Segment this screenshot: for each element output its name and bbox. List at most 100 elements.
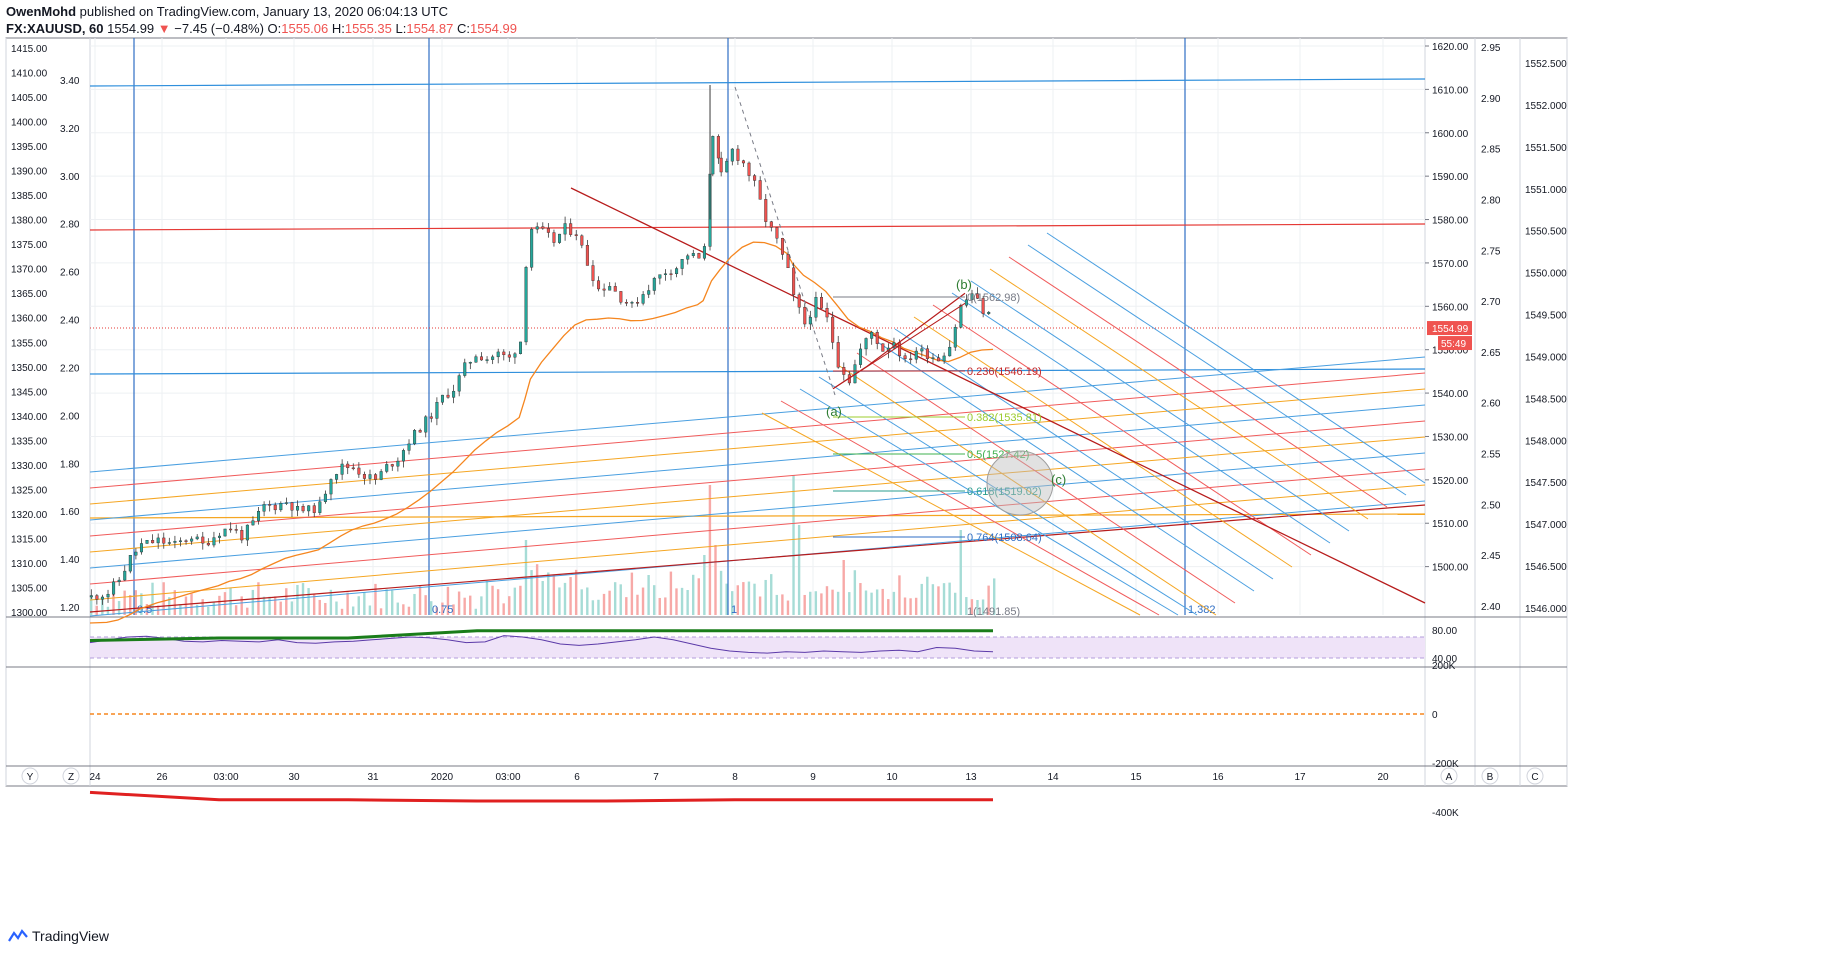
candle-body xyxy=(463,362,467,376)
brand-name[interactable]: TradingView xyxy=(32,928,110,944)
volume-bar xyxy=(613,582,617,615)
candle-body xyxy=(546,228,550,233)
volume-bar xyxy=(636,594,639,615)
volume-bar xyxy=(686,590,689,615)
wave-a-label: (a) xyxy=(826,404,842,419)
scale-button-a[interactable] xyxy=(1440,767,1458,785)
right-mid-tick: 2.80 xyxy=(1481,195,1501,206)
candle-body xyxy=(920,348,924,352)
candle-body xyxy=(608,286,612,291)
candle-body xyxy=(156,537,160,544)
left-inner-tick: 1.80 xyxy=(60,459,80,470)
scale-button-label[interactable]: C xyxy=(1531,772,1538,783)
candle-body xyxy=(513,353,517,358)
volume-bar xyxy=(658,597,661,615)
scale-button-label[interactable]: A xyxy=(1446,772,1453,783)
volume-bar xyxy=(909,598,912,615)
published-text: published on TradingView.com, January 13… xyxy=(79,4,449,19)
volume-bar xyxy=(318,599,321,615)
left-outer-tick: 1385.00 xyxy=(11,191,48,202)
rsi-axis-tick: 40.00 xyxy=(1432,654,1457,665)
volume-bar xyxy=(887,599,890,615)
candle-body xyxy=(195,536,199,540)
volume-bar xyxy=(480,596,483,615)
scale-button-label[interactable]: Z xyxy=(68,772,74,783)
volume-bar xyxy=(948,582,951,615)
right-price-tick: 1550.00 xyxy=(1432,346,1469,357)
falling-fan-line xyxy=(1027,244,1407,496)
candle-body xyxy=(758,180,762,200)
indicator-axis-tick: 0 xyxy=(1432,710,1438,721)
candle-body xyxy=(870,332,874,339)
candle-body xyxy=(340,463,344,475)
scale-button-c[interactable] xyxy=(1526,767,1544,785)
low-label: L: xyxy=(395,21,407,36)
volume-bar xyxy=(619,584,622,615)
volume-bar xyxy=(708,485,712,615)
support-line xyxy=(89,368,1426,375)
right-outer-tick: 1546.000 xyxy=(1525,604,1567,615)
right-outer-tick: 1548.000 xyxy=(1525,436,1567,447)
time-axis-label: 31 xyxy=(367,772,379,783)
volume-bar xyxy=(574,569,578,615)
volume-bar xyxy=(491,585,494,615)
candle-body xyxy=(329,479,333,495)
candle-body xyxy=(279,503,283,511)
left-outer-tick: 1320.00 xyxy=(11,510,48,521)
volume-bar xyxy=(731,591,734,615)
volume-bar xyxy=(474,608,478,615)
right-price-tick: 1540.00 xyxy=(1432,389,1469,400)
volume-bar xyxy=(920,583,923,615)
falling-fan-line xyxy=(1008,256,1388,508)
volume-bar xyxy=(351,606,355,615)
scale-button-b[interactable] xyxy=(1481,767,1499,785)
candle-body xyxy=(95,595,99,600)
candle-body xyxy=(251,520,255,526)
volume-bar xyxy=(647,575,650,615)
volume-bar xyxy=(273,596,277,615)
candle-body xyxy=(178,540,182,542)
time-axis-label: 7 xyxy=(653,772,659,783)
falling-fan-line xyxy=(1046,232,1426,484)
author-name[interactable]: OwenMohd xyxy=(6,4,77,19)
open-label: O: xyxy=(267,21,282,36)
right-mid-tick: 2.50 xyxy=(1481,500,1501,511)
falling-fan-line xyxy=(913,316,1293,568)
candle-body xyxy=(457,375,461,392)
volume-bar xyxy=(452,604,455,615)
candle-body xyxy=(680,259,684,269)
right-outer-tick: 1551.500 xyxy=(1525,143,1567,154)
volume-bar xyxy=(563,582,567,615)
scale-button-label[interactable]: B xyxy=(1487,772,1494,783)
rising-fan-line xyxy=(89,436,1426,553)
candle-body xyxy=(591,265,595,281)
left-outer-tick: 1410.00 xyxy=(11,69,48,80)
left-inner-tick: 1.40 xyxy=(60,555,80,566)
candle-body xyxy=(970,293,974,300)
volume-bar xyxy=(463,597,466,615)
candle-body xyxy=(318,501,322,513)
falling-fan-line xyxy=(837,364,1217,616)
candle-body xyxy=(658,274,662,279)
candle-body xyxy=(530,228,534,268)
candle-body xyxy=(452,390,456,398)
candle-body xyxy=(574,234,578,236)
left-outer-tick: 1370.00 xyxy=(11,265,48,276)
time-axis-label: 6 xyxy=(574,772,580,783)
volume-bar xyxy=(430,601,433,615)
falling-fan-line xyxy=(780,400,1160,616)
candle-body xyxy=(357,467,361,475)
candle-body xyxy=(112,581,116,595)
last-price-badge-text: 1554.99 xyxy=(1432,324,1469,335)
candle-body xyxy=(106,593,110,598)
scale-button-z[interactable] xyxy=(62,767,80,785)
candle-body xyxy=(959,305,963,328)
symbol-name[interactable]: FX:XAUUSD, 60 xyxy=(6,21,104,36)
falling-fan-line xyxy=(932,304,1312,556)
scale-button-label[interactable]: Y xyxy=(27,772,34,783)
candle-body xyxy=(630,302,634,304)
volume-bar xyxy=(820,593,823,615)
candle-body xyxy=(691,253,695,256)
scale-button-y[interactable] xyxy=(21,767,39,785)
